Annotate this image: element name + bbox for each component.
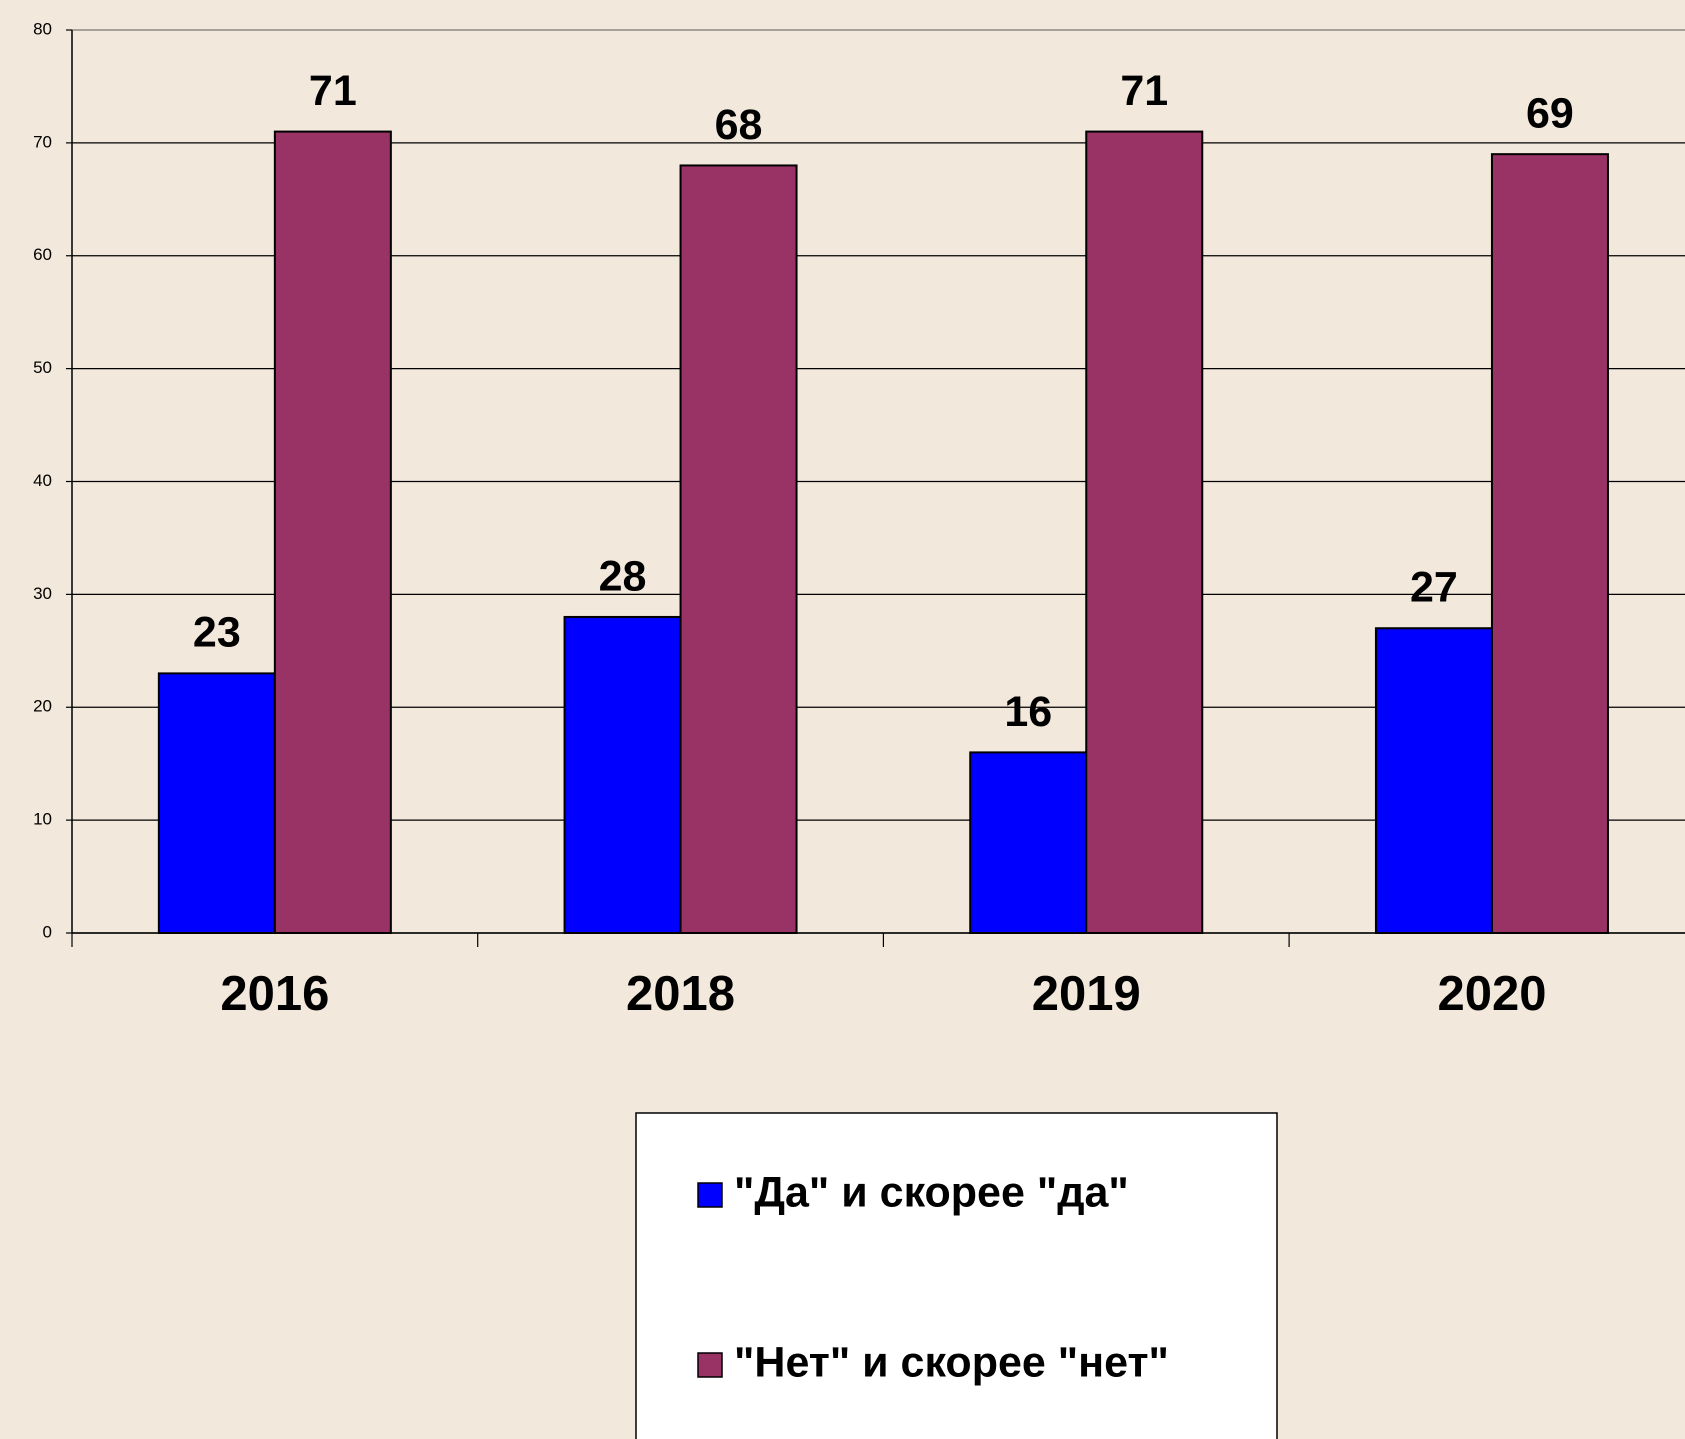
value-label: 23 [193,609,241,657]
x-tick-label: 2018 [626,967,735,1021]
legend-box [635,1112,1278,1439]
x-tick-label: 2020 [1437,967,1546,1021]
value-label: 71 [309,67,357,115]
bar [273,130,392,934]
y-tick-label: 40 [33,471,52,490]
bar [1374,627,1493,934]
y-tick-label: 30 [33,584,52,603]
y-tick-label: 70 [33,132,52,151]
value-label: 16 [1004,688,1052,736]
bar [969,751,1088,935]
value-label: 71 [1120,67,1168,115]
y-tick-label: 20 [33,697,52,716]
bar [1085,130,1204,934]
y-tick-label: 80 [33,19,52,38]
bar [1490,153,1609,935]
bar [157,672,276,934]
y-tick-label: 60 [33,245,52,264]
legend-label: "Нет" и скорее "нет" [734,1338,1169,1386]
legend-label: "Да" и скорее "да" [734,1168,1129,1216]
y-tick-label: 10 [33,810,52,829]
bar [563,615,682,934]
value-label: 68 [715,101,763,149]
legend-swatch [697,1352,723,1378]
bar [679,164,798,934]
y-tick-label: 50 [33,358,52,377]
x-tick-label: 2016 [220,967,329,1021]
value-label: 27 [1410,564,1458,612]
value-label: 28 [599,552,647,600]
x-tick-label: 2019 [1032,967,1141,1021]
y-tick-label: 0 [43,922,52,941]
value-label: 69 [1526,90,1574,138]
legend-swatch [697,1182,723,1208]
